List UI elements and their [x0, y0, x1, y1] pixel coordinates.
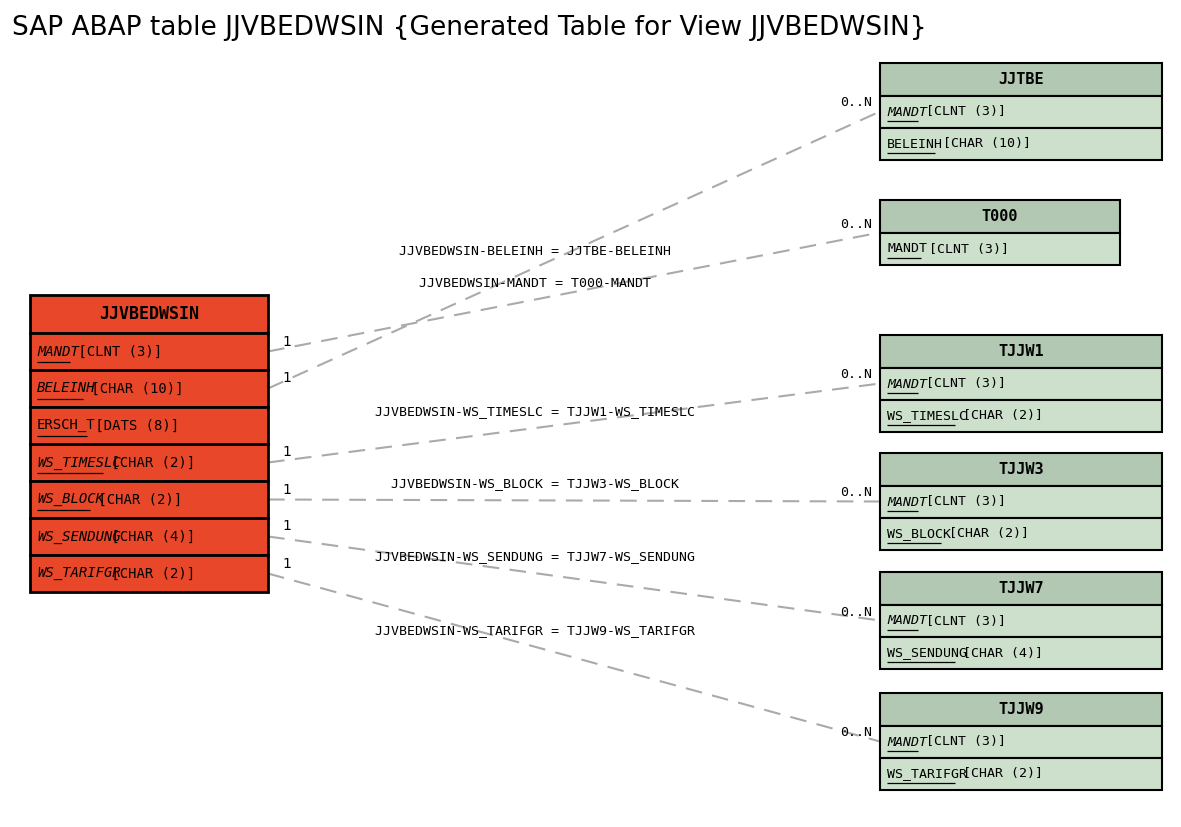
- Text: [CHAR (2)]: [CHAR (2)]: [90, 493, 182, 506]
- Text: WS_SENDUNG: WS_SENDUNG: [887, 647, 967, 659]
- FancyBboxPatch shape: [30, 518, 268, 555]
- Text: [CLNT (3)]: [CLNT (3)]: [70, 345, 162, 358]
- Text: MANDT: MANDT: [887, 242, 927, 256]
- Text: MANDT: MANDT: [887, 377, 927, 390]
- Text: 0..N: 0..N: [840, 605, 872, 619]
- FancyBboxPatch shape: [880, 453, 1162, 486]
- Text: [CHAR (2)]: [CHAR (2)]: [941, 528, 1030, 541]
- Text: ERSCH_T: ERSCH_T: [37, 418, 96, 433]
- Text: [CLNT (3)]: [CLNT (3)]: [921, 242, 1009, 256]
- Text: WS_BLOCK: WS_BLOCK: [37, 493, 104, 506]
- Text: 1: 1: [282, 519, 291, 533]
- Text: WS_TARIFGR: WS_TARIFGR: [887, 767, 967, 781]
- Text: WS_TARIFGR: WS_TARIFGR: [37, 566, 120, 581]
- FancyBboxPatch shape: [880, 96, 1162, 128]
- Text: 1: 1: [282, 446, 291, 460]
- FancyBboxPatch shape: [880, 200, 1120, 233]
- Text: MANDT: MANDT: [887, 106, 927, 118]
- Text: MANDT: MANDT: [887, 495, 927, 509]
- FancyBboxPatch shape: [880, 726, 1162, 758]
- Text: T000: T000: [981, 209, 1018, 224]
- FancyBboxPatch shape: [30, 481, 268, 518]
- FancyBboxPatch shape: [30, 444, 268, 481]
- Text: MANDT: MANDT: [887, 614, 927, 628]
- FancyBboxPatch shape: [30, 370, 268, 407]
- FancyBboxPatch shape: [880, 572, 1162, 605]
- Text: 1: 1: [282, 334, 291, 348]
- Text: JJVBEDWSIN-WS_TARIFGR = TJJW9-WS_TARIFGR: JJVBEDWSIN-WS_TARIFGR = TJJW9-WS_TARIFGR: [376, 624, 694, 637]
- Text: 0..N: 0..N: [840, 486, 872, 500]
- FancyBboxPatch shape: [30, 555, 268, 592]
- Text: 1: 1: [282, 371, 291, 385]
- Text: [CHAR (4)]: [CHAR (4)]: [955, 647, 1043, 659]
- FancyBboxPatch shape: [880, 758, 1162, 790]
- FancyBboxPatch shape: [880, 486, 1162, 518]
- Text: MANDT: MANDT: [37, 345, 79, 358]
- FancyBboxPatch shape: [30, 333, 268, 370]
- Text: WS_BLOCK: WS_BLOCK: [887, 528, 951, 541]
- FancyBboxPatch shape: [880, 693, 1162, 726]
- Text: JJVBEDWSIN-WS_BLOCK = TJJW3-WS_BLOCK: JJVBEDWSIN-WS_BLOCK = TJJW3-WS_BLOCK: [391, 477, 679, 490]
- Text: TJJW7: TJJW7: [998, 581, 1044, 596]
- Text: JJVBEDWSIN-WS_SENDUNG = TJJW7-WS_SENDUNG: JJVBEDWSIN-WS_SENDUNG = TJJW7-WS_SENDUNG: [376, 550, 694, 563]
- FancyBboxPatch shape: [880, 63, 1162, 96]
- Text: JJVBEDWSIN: JJVBEDWSIN: [99, 305, 200, 323]
- Text: [CLNT (3)]: [CLNT (3)]: [919, 377, 1006, 390]
- FancyBboxPatch shape: [880, 518, 1162, 550]
- Text: WS_SENDUNG: WS_SENDUNG: [37, 529, 120, 543]
- FancyBboxPatch shape: [880, 368, 1162, 400]
- FancyBboxPatch shape: [880, 128, 1162, 160]
- Text: WS_TIMESLC: WS_TIMESLC: [887, 409, 967, 423]
- Text: JJVBEDWSIN-WS_TIMESLC = TJJW1-WS_TIMESLC: JJVBEDWSIN-WS_TIMESLC = TJJW1-WS_TIMESLC: [376, 405, 694, 418]
- Text: 0..N: 0..N: [840, 369, 872, 381]
- Text: 0..N: 0..N: [840, 726, 872, 739]
- FancyBboxPatch shape: [880, 400, 1162, 432]
- Text: TJJW1: TJJW1: [998, 344, 1044, 359]
- FancyBboxPatch shape: [880, 335, 1162, 368]
- Text: JJVBEDWSIN-BELEINH = JJTBE-BELEINH: JJVBEDWSIN-BELEINH = JJTBE-BELEINH: [399, 245, 671, 258]
- FancyBboxPatch shape: [880, 605, 1162, 637]
- Text: BELEINH: BELEINH: [887, 137, 942, 151]
- Text: JJTBE: JJTBE: [998, 72, 1044, 87]
- Text: [CHAR (2)]: [CHAR (2)]: [103, 456, 195, 470]
- Text: MANDT: MANDT: [887, 735, 927, 748]
- Text: [CHAR (2)]: [CHAR (2)]: [955, 767, 1043, 781]
- Text: [CHAR (2)]: [CHAR (2)]: [955, 409, 1043, 423]
- Text: [CHAR (10)]: [CHAR (10)]: [934, 137, 1031, 151]
- Text: 1: 1: [282, 557, 291, 571]
- Text: [CHAR (4)]: [CHAR (4)]: [103, 529, 195, 543]
- Text: 1: 1: [282, 482, 291, 496]
- Text: JJVBEDWSIN-MANDT = T000-MANDT: JJVBEDWSIN-MANDT = T000-MANDT: [419, 276, 651, 289]
- Text: TJJW3: TJJW3: [998, 462, 1044, 477]
- Text: SAP ABAP table JJVBEDWSIN {Generated Table for View JJVBEDWSIN}: SAP ABAP table JJVBEDWSIN {Generated Tab…: [12, 15, 927, 41]
- Text: [CLNT (3)]: [CLNT (3)]: [919, 614, 1006, 628]
- FancyBboxPatch shape: [880, 637, 1162, 669]
- Text: [CLNT (3)]: [CLNT (3)]: [919, 106, 1006, 118]
- Text: [CLNT (3)]: [CLNT (3)]: [919, 735, 1006, 748]
- Text: BELEINH: BELEINH: [37, 381, 96, 395]
- FancyBboxPatch shape: [30, 295, 268, 333]
- Text: WS_TIMESLC: WS_TIMESLC: [37, 456, 120, 470]
- Text: [CHAR (10)]: [CHAR (10)]: [84, 381, 184, 395]
- Text: 0..N: 0..N: [840, 218, 872, 231]
- Text: [CLNT (3)]: [CLNT (3)]: [919, 495, 1006, 509]
- Text: [CHAR (2)]: [CHAR (2)]: [103, 566, 195, 581]
- FancyBboxPatch shape: [30, 407, 268, 444]
- FancyBboxPatch shape: [880, 233, 1120, 265]
- Text: [DATS (8)]: [DATS (8)]: [87, 418, 180, 433]
- Text: 0..N: 0..N: [840, 97, 872, 109]
- Text: TJJW9: TJJW9: [998, 702, 1044, 717]
